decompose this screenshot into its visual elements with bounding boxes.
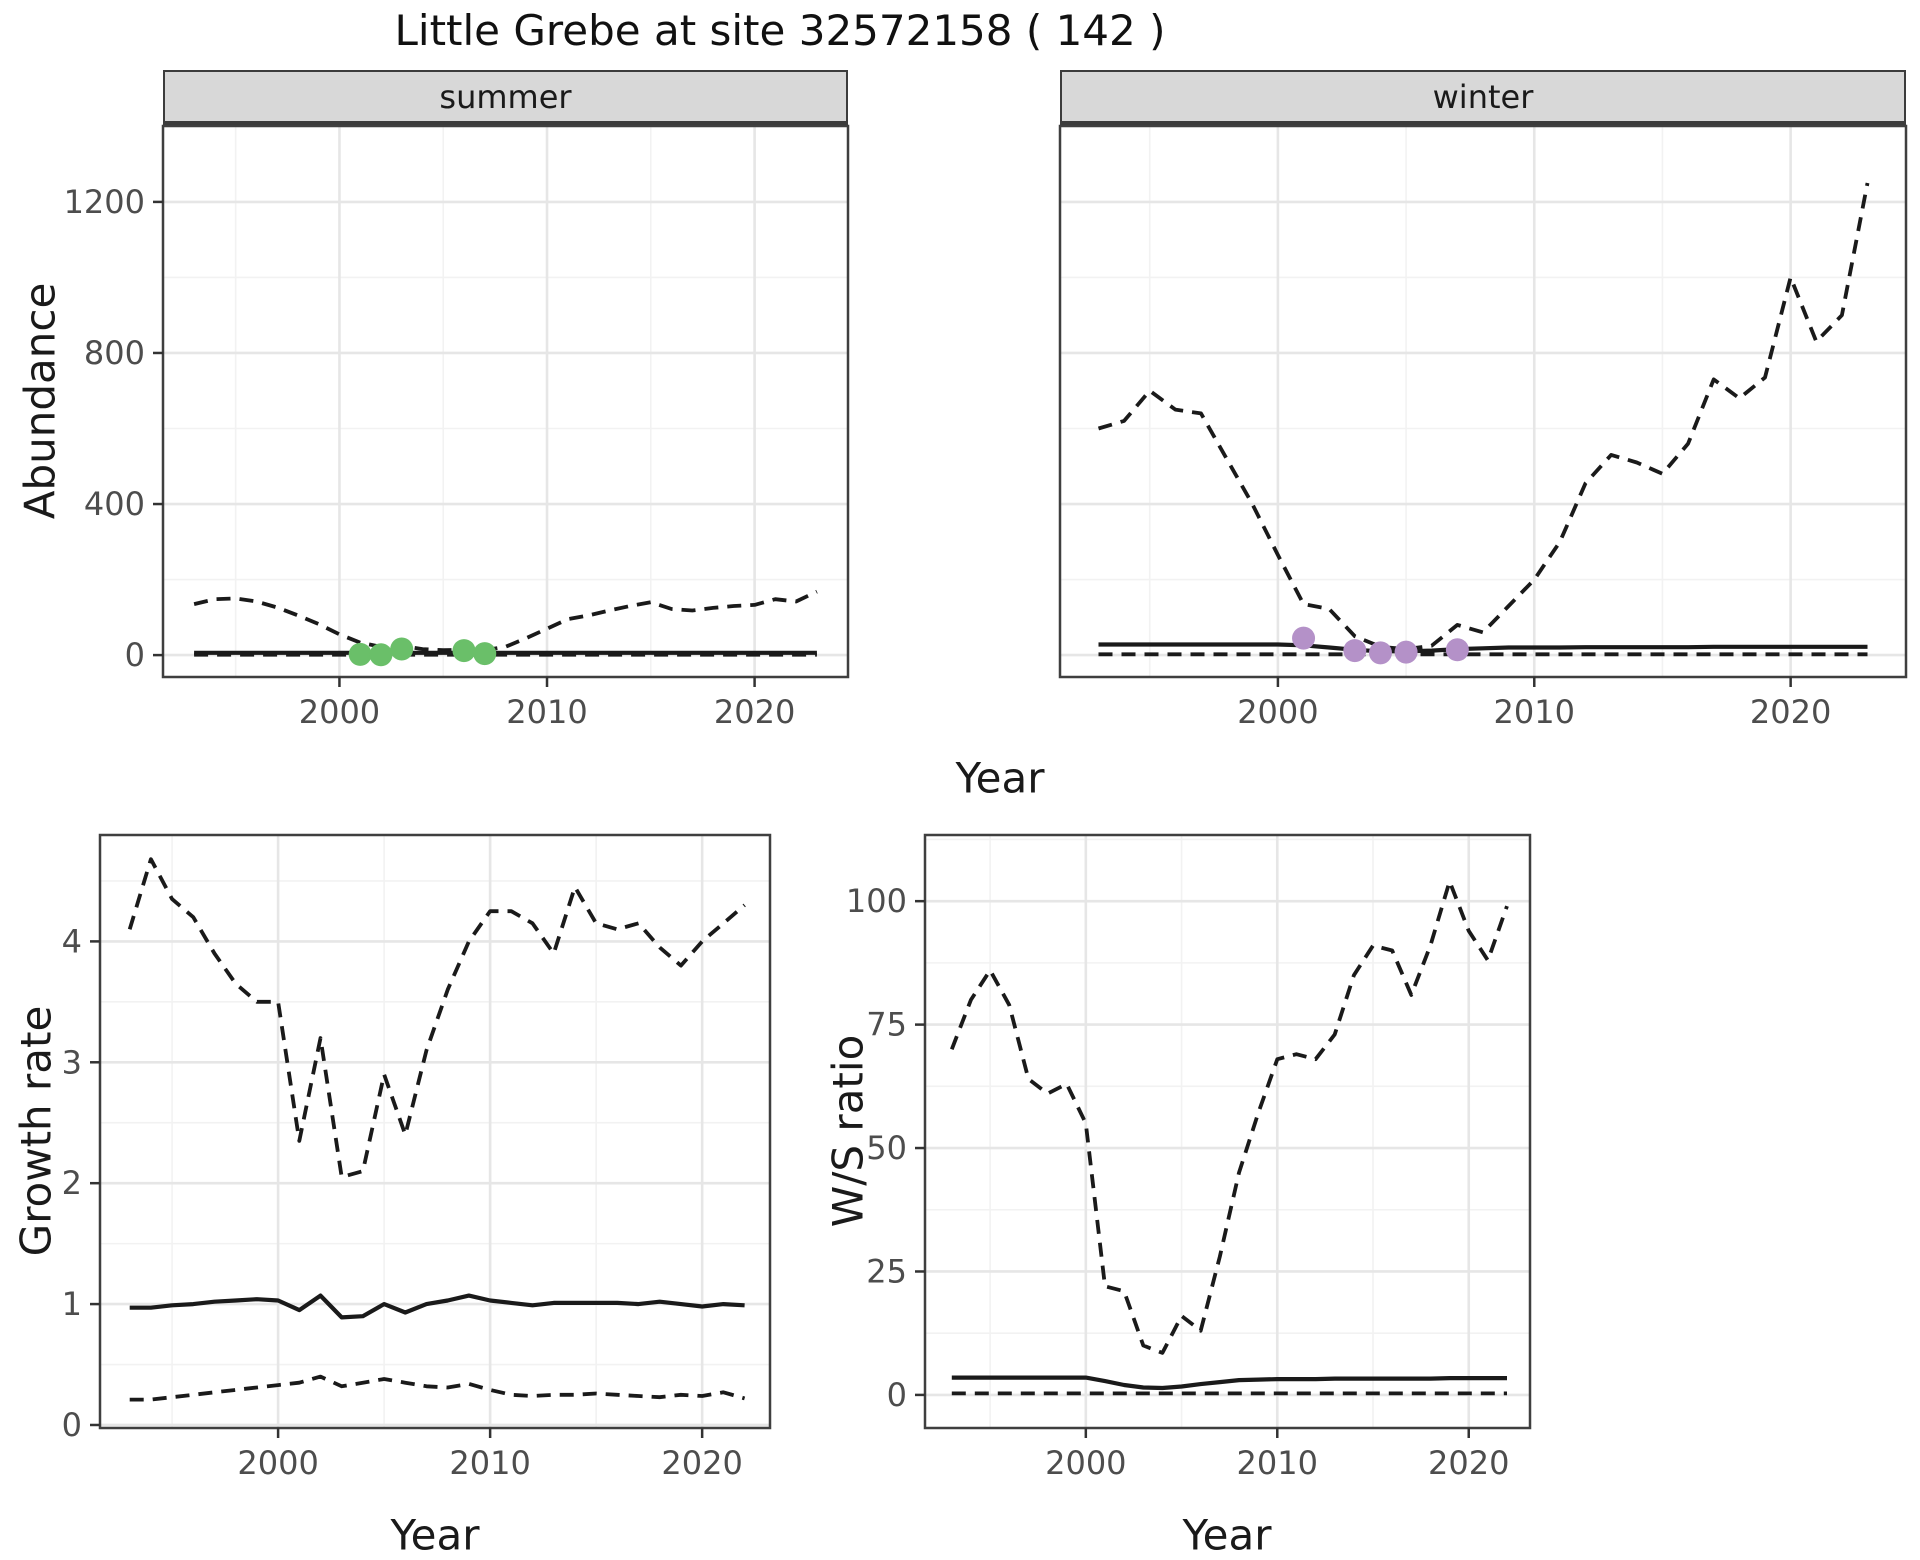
facet-strip-summer: summer [163,70,848,126]
observed-counts-summer [390,637,414,661]
svg-text:2020: 2020 [1750,693,1831,731]
panel-growth-rate: 2000 2010 2020 0 1 2 3 4 [62,833,772,1482]
series-lower_95ci [129,1374,746,1402]
x-axis-title-year-ws: Year [1182,1510,1272,1560]
observed-counts-winter [1445,638,1469,662]
panel-abundance-summer: 2000 2010 2020 0 400 800 1200 [64,124,850,731]
svg-text:3: 3 [62,1043,82,1081]
svg-text:100: 100 [846,882,907,920]
observed-counts-summer [369,643,393,667]
facet-strip-summer-label: summer [439,77,572,116]
svg-text:2000: 2000 [1237,693,1318,731]
svg-text:25: 25 [866,1252,907,1290]
svg-text:2000: 2000 [299,693,380,731]
observed-counts-winter [1394,640,1418,664]
panel-abundance-winter: 2000 2010 2020 [1058,124,1908,731]
svg-text:2010: 2010 [1237,1444,1318,1482]
facet-strip-winter-label: winter [1432,77,1534,116]
observed-counts-winter [1343,639,1367,663]
series-median [129,1293,745,1320]
series-upper_95ci [193,589,818,653]
svg-text:2010: 2010 [1494,693,1575,731]
svg-text:2020: 2020 [661,1444,742,1482]
svg-text:1: 1 [62,1285,82,1323]
svg-text:0: 0 [62,1406,82,1444]
observed-counts-summer [473,642,497,666]
facet-strip-winter: winter [1060,70,1906,126]
x-axis-title-year-top: Year [955,753,1045,803]
svg-text:1200: 1200 [64,183,145,221]
series-median [951,1375,1507,1391]
svg-text:2010: 2010 [449,1444,530,1482]
svg-text:0: 0 [887,1376,907,1414]
observed-counts-winter [1292,626,1316,650]
series-upper_95ci [950,879,1509,1355]
observed-counts-summer [348,642,372,666]
svg-text:50: 50 [866,1129,907,1167]
svg-text:800: 800 [84,334,145,372]
series-median [1098,642,1868,654]
svg-text:0: 0 [125,636,145,674]
panel-ws-ratio: 2000 2010 2020 0 25 50 75 100 [846,833,1532,1482]
observed-counts-summer [452,639,476,663]
svg-text:4: 4 [62,922,82,960]
svg-text:2020: 2020 [714,693,795,731]
svg-text:75: 75 [866,1006,907,1044]
svg-text:2020: 2020 [1428,1444,1509,1482]
svg-text:400: 400 [84,485,145,523]
svg-text:2000: 2000 [237,1444,318,1482]
svg-text:2000: 2000 [1045,1444,1126,1482]
series-upper_95ci [127,857,746,1179]
plot-title: Little Grebe at site 32572158 ( 142 ) [394,6,1166,55]
x-axis-title-year-growth: Year [390,1510,480,1560]
observed-counts-winter [1368,641,1392,665]
svg-text:2: 2 [62,1164,82,1202]
svg-text:2010: 2010 [506,693,587,731]
